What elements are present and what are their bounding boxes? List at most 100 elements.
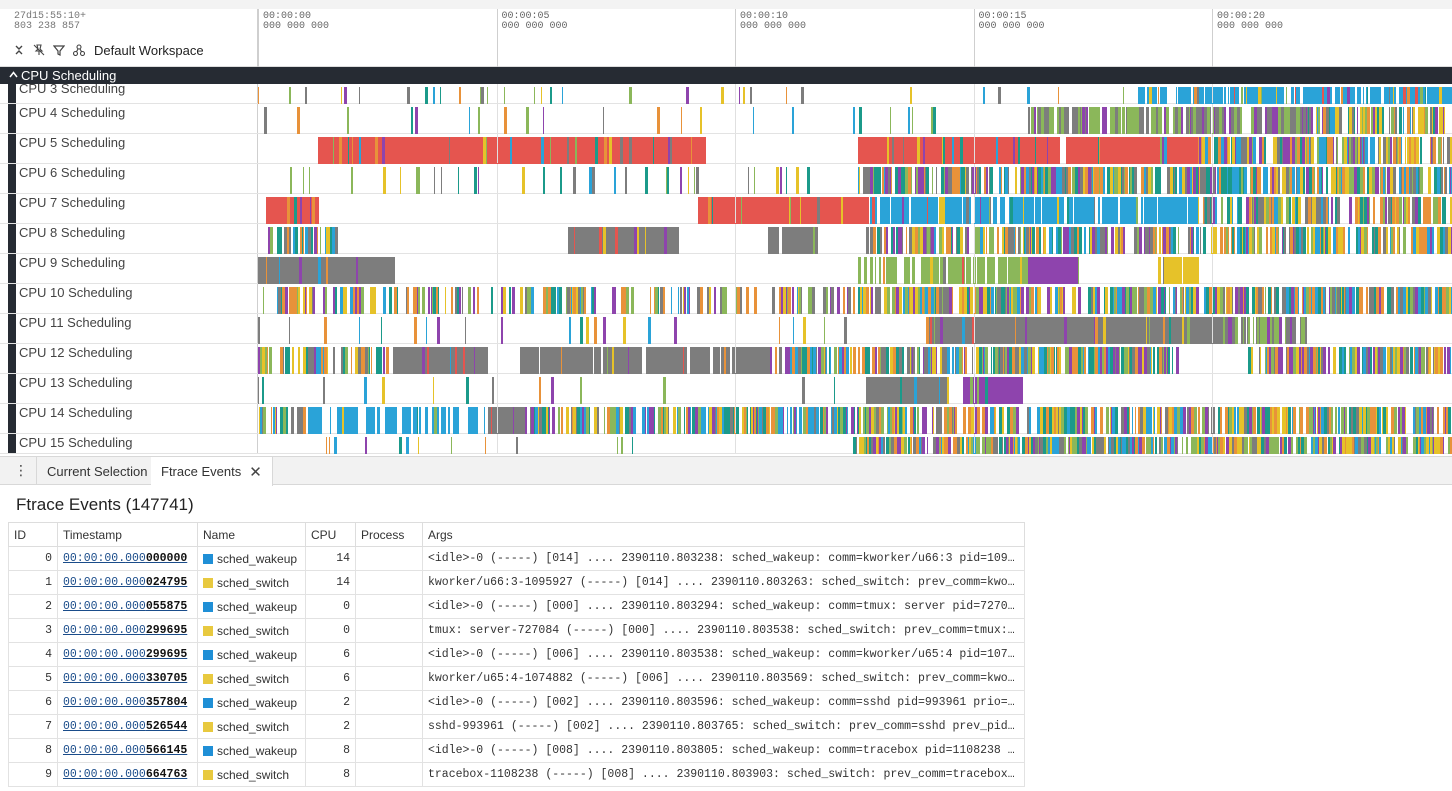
cell-name: sched_switch <box>197 570 306 595</box>
table-row[interactable]: 5 00:00:00.000330705 sched_switch 6 kworker/… <box>8 666 1025 691</box>
track-label-column[interactable] <box>16 404 258 433</box>
unpin-icon[interactable] <box>32 43 46 57</box>
track-label-column[interactable] <box>16 254 258 283</box>
filter-icon[interactable] <box>52 43 66 57</box>
sched-slice <box>457 347 459 374</box>
more-vert-icon[interactable]: ⋮ <box>14 462 28 478</box>
track-label-column[interactable] <box>16 134 258 163</box>
cpu-scheduling-track[interactable]: CPU 14 Scheduling <box>0 404 1452 434</box>
sched-slice <box>1399 107 1402 134</box>
chevron-up-icon[interactable] <box>9 70 21 81</box>
track-slices-canvas[interactable] <box>258 194 1452 224</box>
column-header-timestamp[interactable]: Timestamp <box>57 522 198 547</box>
sched-slice <box>1376 287 1379 314</box>
sched-slice <box>604 137 608 164</box>
track-label-column[interactable] <box>16 84 258 103</box>
track-group-header[interactable]: CPU Scheduling <box>0 67 1452 84</box>
track-label-column[interactable] <box>16 224 258 253</box>
track-label-column[interactable] <box>16 164 258 193</box>
sched-slice <box>1450 87 1452 104</box>
table-row[interactable]: 0 00:00:00.000000000 sched_wakeup 14 <idle>-… <box>8 546 1025 571</box>
column-header-args[interactable]: Args <box>422 522 1025 547</box>
track-slices-canvas[interactable] <box>258 84 1452 104</box>
table-row[interactable]: 6 00:00:00.000357804 sched_wakeup 2 <idle>-0… <box>8 690 1025 715</box>
sched-slice <box>1078 167 1080 194</box>
cpu-scheduling-track[interactable]: CPU 4 Scheduling <box>0 104 1452 134</box>
cpu-scheduling-track[interactable]: CPU 13 Scheduling <box>0 374 1452 404</box>
tab-ftrace-events[interactable]: Ftrace Events ✕ <box>151 457 273 486</box>
timestamp-link[interactable]: 00:00:00.000055875 <box>63 600 187 613</box>
timestamp-link[interactable]: 00:00:00.000330705 <box>63 672 187 685</box>
sched-slice <box>932 197 935 224</box>
track-slices-canvas[interactable] <box>258 344 1452 374</box>
table-row[interactable]: 9 00:00:00.000664763 sched_switch 8 tracebox… <box>8 762 1025 787</box>
track-slices-canvas[interactable] <box>258 404 1452 434</box>
track-label-column[interactable] <box>16 434 258 453</box>
workspace-icon[interactable] <box>72 43 86 57</box>
cpu-scheduling-track[interactable]: CPU 7 Scheduling <box>0 194 1452 224</box>
track-label-column[interactable] <box>16 194 258 223</box>
track-slices-canvas[interactable] <box>258 314 1452 344</box>
tab-current-selection[interactable]: Current Selection <box>36 457 159 485</box>
timestamp-link[interactable]: 00:00:00.000664763 <box>63 768 187 781</box>
column-header-name[interactable]: Name <box>197 522 306 547</box>
time-ruler[interactable]: 00:00:00 000 000 000 00:00:05 000 000 000 00… <box>258 9 1452 67</box>
sched-slice <box>931 347 932 374</box>
column-header-id[interactable]: ID <box>8 522 58 547</box>
tick-time-label: 00:00:00 <box>263 11 312 22</box>
sched-slice <box>1001 257 1003 284</box>
cpu-scheduling-track[interactable]: CPU 8 Scheduling <box>0 224 1452 254</box>
close-icon[interactable]: ✕ <box>249 463 262 481</box>
timestamp-link[interactable]: 00:00:00.000299695 <box>63 648 187 661</box>
track-label-column[interactable] <box>16 104 258 133</box>
track-slices-canvas[interactable] <box>258 434 1452 454</box>
cpu-scheduling-track[interactable]: CPU 10 Scheduling <box>0 284 1452 314</box>
sched-slice <box>1133 137 1137 164</box>
track-label-column[interactable] <box>16 374 258 403</box>
cpu-scheduling-track[interactable]: CPU 15 Scheduling <box>0 434 1452 454</box>
table-row[interactable]: 7 00:00:00.000526544 sched_switch 2 sshd-993… <box>8 714 1025 739</box>
timestamp-link[interactable]: 00:00:00.000526544 <box>63 720 187 733</box>
sched-slice <box>584 287 586 314</box>
track-label-column[interactable] <box>16 284 258 313</box>
track-slices-canvas[interactable] <box>258 164 1452 194</box>
cpu-scheduling-track[interactable]: CPU 12 Scheduling <box>0 344 1452 374</box>
table-row[interactable]: 2 00:00:00.000055875 sched_wakeup 0 <idle>-0… <box>8 594 1025 619</box>
timestamp-link[interactable]: 00:00:00.000566145 <box>63 744 187 757</box>
track-slices-canvas[interactable] <box>258 284 1452 314</box>
cpu-scheduling-track[interactable]: CPU 9 Scheduling <box>0 254 1452 284</box>
timestamp-link[interactable]: 00:00:00.000299695 <box>63 624 187 637</box>
track-slices-canvas[interactable] <box>258 254 1452 284</box>
cpu-scheduling-track[interactable]: CPU 5 Scheduling <box>0 134 1452 164</box>
sched-slice <box>1382 407 1383 434</box>
cpu-scheduling-track[interactable]: CPU 6 Scheduling <box>0 164 1452 194</box>
table-row[interactable]: 4 00:00:00.000299695 sched_wakeup 6 <idle>-0… <box>8 642 1025 667</box>
cpu-scheduling-track[interactable]: CPU 3 Scheduling <box>0 84 1452 104</box>
table-row[interactable]: 1 00:00:00.000024795 sched_switch 14 kworker… <box>8 570 1025 595</box>
sched-slice <box>1010 437 1011 454</box>
sched-slice <box>798 197 801 224</box>
column-header-process[interactable]: Process <box>355 522 423 547</box>
workspace-selector[interactable]: Default Workspace <box>94 42 204 58</box>
cpu-scheduling-track[interactable]: CPU 11 Scheduling <box>0 314 1452 344</box>
timestamp-link[interactable]: 00:00:00.000024795 <box>63 576 187 589</box>
sched-slice <box>1092 107 1095 134</box>
sched-slice <box>908 437 910 454</box>
track-label-column[interactable] <box>16 314 258 343</box>
track-slices-canvas[interactable] <box>258 374 1452 404</box>
track-label-column[interactable] <box>16 344 258 373</box>
collapse-all-icon[interactable] <box>12 43 26 57</box>
track-slices-canvas[interactable] <box>258 104 1452 134</box>
track-slices-canvas[interactable] <box>258 134 1452 164</box>
sched-slice <box>1004 347 1005 374</box>
sched-slice <box>693 407 695 434</box>
sched-slice <box>1448 87 1450 104</box>
sched-slice <box>1050 287 1052 314</box>
column-header-cpu[interactable]: CPU <box>305 522 356 547</box>
sched-slice <box>434 167 435 194</box>
table-row[interactable]: 8 00:00:00.000566145 sched_wakeup 8 <idle>-0… <box>8 738 1025 763</box>
table-row[interactable]: 3 00:00:00.000299695 sched_switch 0 tmux: se… <box>8 618 1025 643</box>
timestamp-link[interactable]: 00:00:00.000357804 <box>63 696 187 709</box>
timestamp-link[interactable]: 00:00:00.000000000 <box>63 552 187 565</box>
track-slices-canvas[interactable] <box>258 224 1452 254</box>
